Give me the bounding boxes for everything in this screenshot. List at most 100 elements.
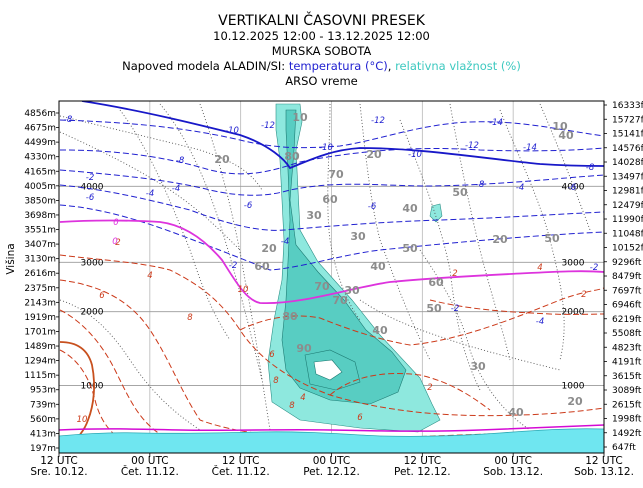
y-tick-label-ft: 13497ft xyxy=(612,172,643,182)
y-tick-label-m: 4330m xyxy=(24,153,56,163)
temperature-label: -14 xyxy=(523,143,537,153)
y-tick-label-m: 739m xyxy=(30,400,56,410)
y-tick-label-m: 1294m xyxy=(24,357,56,367)
humidity-isoline xyxy=(539,103,591,231)
temperature-label: -8 xyxy=(176,156,185,166)
y-tick-label-ft: 9296ft xyxy=(612,258,642,268)
y-tick-label-ft: 1492ft xyxy=(612,429,642,439)
y-tick-label-m: 1115m xyxy=(24,371,56,381)
temperature-label: -4 xyxy=(281,237,289,247)
isotherm-minus-10 xyxy=(81,101,604,170)
temperature-label: -12 xyxy=(465,141,479,151)
temperature-label: 0 xyxy=(112,237,117,247)
terrain-fill xyxy=(59,428,604,453)
temperature-label: 0 xyxy=(113,218,118,228)
y-tick-label-m: 2616m xyxy=(24,269,56,279)
model-separator: , xyxy=(387,59,396,73)
humidity-label: 20 xyxy=(366,148,382,161)
humidity-core xyxy=(281,109,407,405)
temperature-label: -14 xyxy=(489,118,503,128)
y-tick-label-m: 1701m xyxy=(24,327,56,337)
humidity-isoline xyxy=(499,109,565,361)
height-gridline-label: 4000 xyxy=(562,182,585,192)
humidity-gap xyxy=(313,359,343,381)
temperature-isoline-positive xyxy=(329,373,491,411)
y-tick-label-m: 560m xyxy=(30,415,56,425)
chart-title: VERTIKALNI ČASOVNI PRESEK xyxy=(218,13,425,29)
temperature-isoline-negative xyxy=(59,147,604,175)
y-tick-label-m: 3551m xyxy=(24,226,56,236)
humidity-isoline xyxy=(359,299,561,371)
y-tick-label-m: 1919m xyxy=(24,313,56,323)
temperature-label: 4 xyxy=(537,263,542,273)
temperature-label: -12 xyxy=(261,121,275,131)
y-tick-label-m: 3698m xyxy=(24,211,56,221)
y-tick-label-ft: 16333ft xyxy=(612,101,643,111)
humidity-label: 30 xyxy=(470,360,486,373)
height-gridline-label: 1000 xyxy=(81,382,104,392)
humidity-label: 70 xyxy=(328,168,344,181)
temperature-isoline-negative xyxy=(59,169,604,196)
humidity-label: 50 xyxy=(452,186,468,199)
humidity-label: 20 xyxy=(492,233,508,246)
temperature-isoline-negative xyxy=(59,119,604,149)
humidity-label: 40 xyxy=(508,406,524,419)
model-line: Napoved modela ALADIN/SI: temperatura (°… xyxy=(0,59,643,74)
isoline-labels: -8 -10 -12 -14 -10 -12 -6 -4 -2 -4 -6 -8 -10 -12 -14 -8… xyxy=(64,111,598,425)
temperature-label: -10 xyxy=(408,150,422,160)
x-tick-label-time: 12 UTC xyxy=(40,455,78,467)
temperature-label: -6 xyxy=(86,193,95,203)
humidity-isoline xyxy=(119,109,231,341)
y-tick-label-ft: 4823ft xyxy=(612,343,642,353)
temperature-label: 4 xyxy=(300,393,305,403)
x-tick-label-time: 00 UTC xyxy=(494,455,532,467)
humidity-label: 50 xyxy=(402,242,418,255)
y-tick-label-ft: 8479ft xyxy=(612,272,642,282)
humidity-label: 20 xyxy=(214,153,230,166)
y-tick-label-m: 4499m xyxy=(24,138,56,148)
y-tick-label-ft: 647ft xyxy=(612,443,636,453)
temperature-label: -6 xyxy=(244,201,253,211)
humidity-label: 40 xyxy=(370,260,386,273)
location-label: MURSKA SOBOTA xyxy=(271,44,372,58)
humidity-label: 10 xyxy=(292,111,308,124)
y-tick-label-m: 953m xyxy=(30,386,56,396)
temperature-label: -10 xyxy=(319,143,333,153)
y-tick-label-ft: 15727ft xyxy=(612,115,643,125)
humidity-label: 10 xyxy=(552,120,568,133)
humidity-label: 40 xyxy=(402,202,418,215)
temperature-label: 2 xyxy=(427,383,432,393)
temperature-label: 6 xyxy=(269,350,275,360)
x-tick-label-day: Pet. 12.12. xyxy=(303,466,360,478)
y-tick-label-ft: 1998ft xyxy=(612,415,642,425)
temperature-label: -4 xyxy=(536,317,544,327)
period-label: 10.12.2025 12:00 - 13.12.2025 12:00 xyxy=(213,29,430,43)
y-tick-label-ft: 12479ft xyxy=(612,201,643,211)
y-tick-label-ft: 14028ft xyxy=(612,158,643,168)
x-tick-label-time: 00 UTC xyxy=(131,455,169,467)
y-tick-label-ft: 5508ft xyxy=(612,329,642,339)
humidity-label: 70 xyxy=(314,280,330,293)
zero-isotherm xyxy=(59,219,604,305)
legend-humidity: relativna vlažnost (%) xyxy=(395,59,521,73)
zero-isotherm-line xyxy=(59,219,604,305)
legend-temperature: temperatura (°C) xyxy=(288,59,388,73)
temperature-label: -8 xyxy=(64,115,73,125)
source-label: ARSO vreme xyxy=(285,74,358,88)
y-tick-label-ft: 4191ft xyxy=(612,358,642,368)
humidity-isoline xyxy=(199,103,271,431)
y-axis-title: Višina xyxy=(5,243,17,274)
humidity-label: 70 xyxy=(332,294,348,307)
humidity-label: 80 xyxy=(284,150,300,163)
temperature-label: -6 xyxy=(568,183,577,193)
x-tick-label-day: Čet. 11.12. xyxy=(121,465,179,478)
humidity-label: 40 xyxy=(372,324,388,337)
model-prefix: Napoved modela ALADIN/SI: xyxy=(122,59,289,73)
y-tick-label-ft: 7697ft xyxy=(612,286,642,296)
y-tick-label-m: 2143m xyxy=(24,298,56,308)
x-tick-label-day: Sob. 13.12. xyxy=(483,466,543,478)
humidity-label: 60 xyxy=(322,193,338,206)
temperature-isoline-positive xyxy=(59,254,604,417)
y-tick-label-ft: 2615ft xyxy=(612,400,642,410)
ground-terrain xyxy=(59,424,604,453)
